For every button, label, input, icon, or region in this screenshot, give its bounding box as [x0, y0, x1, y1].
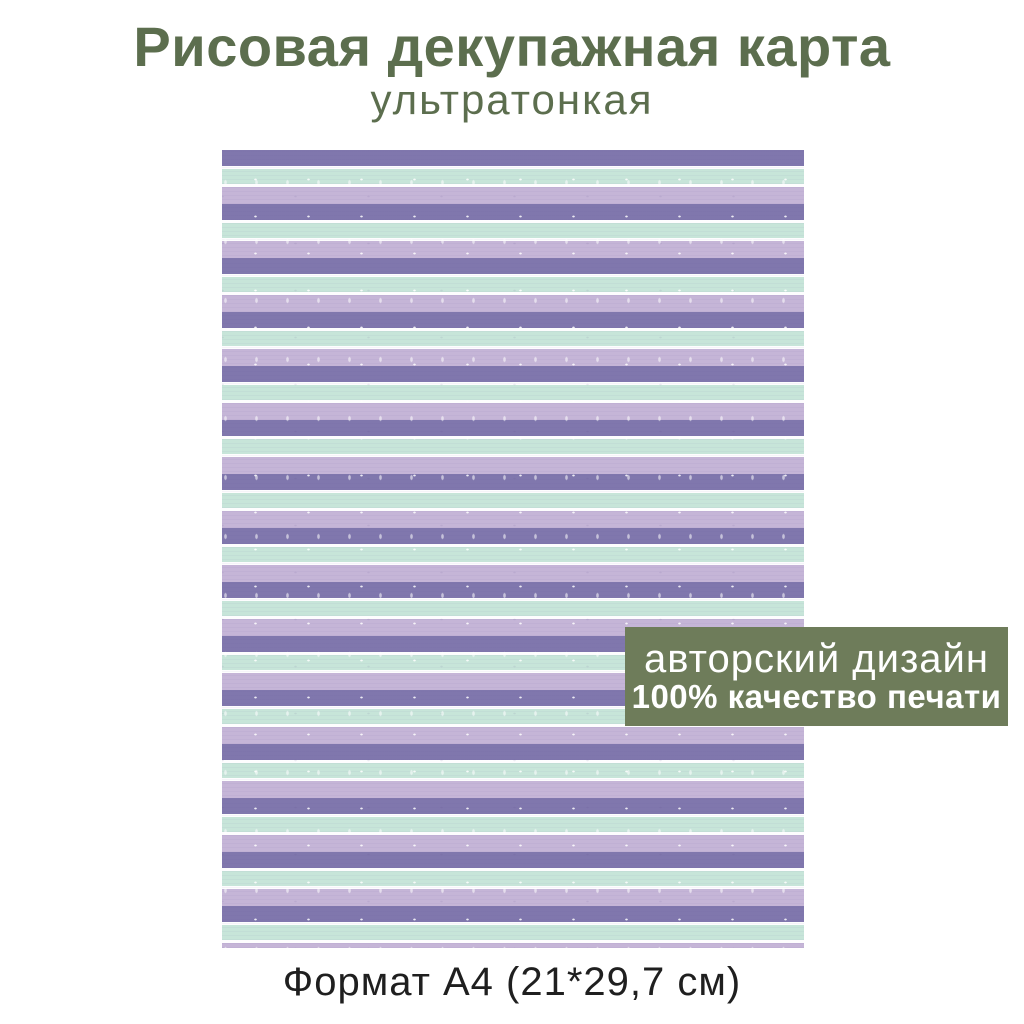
stripe-mint — [222, 547, 804, 562]
stripe-mint — [222, 817, 804, 832]
stripe-purple — [222, 420, 804, 436]
stripe-lavender — [222, 565, 804, 582]
stripe-mint — [222, 601, 804, 616]
stripe-lavender — [222, 295, 804, 312]
product-subtitle: ультратонкая — [370, 76, 654, 123]
stripe-mint — [222, 277, 804, 292]
stripe-purple — [222, 474, 804, 490]
stripe-mint — [222, 871, 804, 886]
stripe-lavender — [222, 889, 804, 906]
stripe-lavender — [222, 187, 804, 204]
stripe-purple — [222, 366, 804, 382]
stripe-lavender — [222, 511, 804, 528]
stripe-pattern — [222, 150, 804, 948]
stripe-lavender — [222, 727, 804, 744]
stripe-mint — [222, 385, 804, 400]
stripe-purple — [222, 906, 804, 922]
stripe-lavender — [222, 241, 804, 258]
stripe-mint — [222, 439, 804, 454]
stripe-lavender — [222, 349, 804, 366]
stripe-lavender — [222, 781, 804, 798]
stripe-mint — [222, 493, 804, 508]
stripe-mint — [222, 763, 804, 778]
format-label: Формат А4 (21*29,7 см) — [282, 960, 742, 1004]
stripe-mint — [222, 331, 804, 346]
stripe-purple — [222, 582, 804, 598]
stripe-mint — [222, 223, 804, 238]
stripe-lavender — [222, 403, 804, 420]
stripe-purple — [222, 204, 804, 220]
stripe-purple — [222, 258, 804, 274]
stripe-lavender — [222, 943, 804, 948]
badge-quality-label: 100% качество печати — [631, 678, 1002, 716]
stripe-mint — [222, 169, 804, 184]
stripe-purple — [222, 528, 804, 544]
stripe-lavender — [222, 835, 804, 852]
stripe-lavender — [222, 457, 804, 474]
product-title: Рисовая декупажная карта — [133, 15, 891, 78]
stripe-purple — [222, 312, 804, 328]
stripe-purple — [222, 744, 804, 760]
striped-sheet-preview — [222, 150, 804, 948]
stripe-purple — [222, 852, 804, 868]
badge-design-label: авторский дизайн — [644, 637, 989, 682]
stripe-purple — [222, 798, 804, 814]
quality-badge: авторский дизайн 100% качество печати — [625, 627, 1008, 726]
stripe-purple — [222, 150, 804, 166]
stripe-mint — [222, 925, 804, 940]
